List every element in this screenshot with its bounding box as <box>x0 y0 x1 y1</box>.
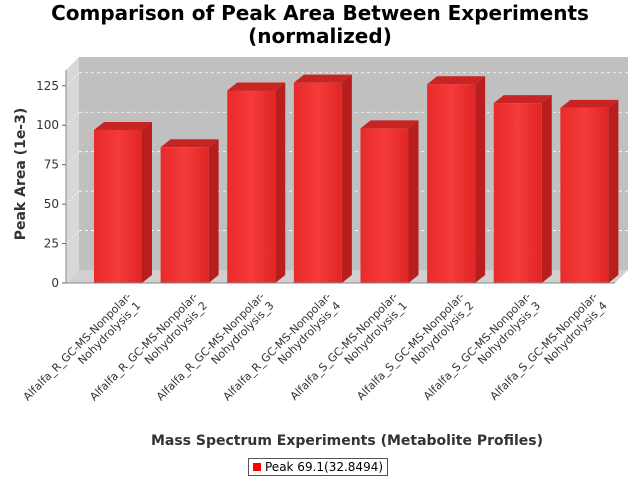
bar <box>560 99 619 283</box>
bar-front <box>493 103 542 283</box>
bar-side <box>275 82 286 283</box>
axes <box>65 70 615 284</box>
bar-top <box>560 99 619 108</box>
legend: Peak 69.1(32.8494) <box>248 458 389 476</box>
bar-top <box>94 121 152 130</box>
bar-side <box>475 76 486 283</box>
y-axis-label: Peak Area (1e-3) <box>13 108 29 241</box>
bar-front <box>293 82 342 283</box>
bar-front <box>427 84 476 283</box>
y-tick-label: 50 <box>44 197 59 211</box>
x-axis-tick-labels: Alfalfa_R_GC-MS-Nonpolar-Nohydrolysis_1A… <box>21 290 610 413</box>
bar-series <box>94 74 619 283</box>
bar-side <box>608 99 619 283</box>
chart-title-line1: Comparison of Peak Area Between Experime… <box>51 1 589 25</box>
bar-top <box>360 120 419 129</box>
legend-swatch <box>253 463 261 471</box>
bar-top <box>227 82 286 91</box>
bar-side <box>142 121 152 283</box>
x-tick-label: Alfalfa_R_GC-MS-Nonpolar-Nohydrolysis_1 <box>21 290 144 413</box>
y-tick-label: 75 <box>44 158 59 172</box>
bar-front <box>560 107 609 283</box>
gridline-wall <box>65 151 80 165</box>
chart-title-line2: (normalized) <box>248 24 392 48</box>
bar-top <box>427 76 486 85</box>
gridline-wall <box>65 72 80 86</box>
gridline-wall <box>65 190 80 205</box>
bar <box>227 82 286 283</box>
bar-top <box>293 74 352 83</box>
bar <box>427 76 486 283</box>
bar-front <box>360 128 409 283</box>
bar-side <box>408 120 419 283</box>
x-tick-label-line: Alfalfa_R_GC-MS-Nonpolar- <box>21 290 134 403</box>
bar-side <box>541 95 552 283</box>
bar-side <box>208 139 219 283</box>
gridline-wall <box>65 230 80 244</box>
plot-left-wall <box>66 57 79 283</box>
y-tick-label: 125 <box>36 79 59 93</box>
legend-label: Peak 69.1(32.8494) <box>265 460 384 474</box>
y-tick-label: 100 <box>36 118 59 132</box>
y-tick-label: 0 <box>51 276 59 290</box>
bar <box>293 74 352 283</box>
bar-front <box>227 90 276 283</box>
gridline-wall <box>65 112 80 126</box>
bar <box>493 95 552 283</box>
chart-title: Comparison of Peak Area Between Experime… <box>0 2 640 48</box>
bar <box>94 121 152 283</box>
x-axis-label: Mass Spectrum Experiments (Metabolite Pr… <box>151 433 543 449</box>
bar-front <box>160 147 209 283</box>
bar <box>360 120 419 283</box>
bar-front <box>94 129 142 283</box>
bar-side <box>341 74 352 283</box>
bar-top <box>493 95 552 104</box>
bar <box>160 139 219 283</box>
y-axis-ticks: 0 25 50 75 100 125 <box>36 79 66 290</box>
y-tick-label: 25 <box>44 237 59 251</box>
bar-top <box>160 139 219 148</box>
